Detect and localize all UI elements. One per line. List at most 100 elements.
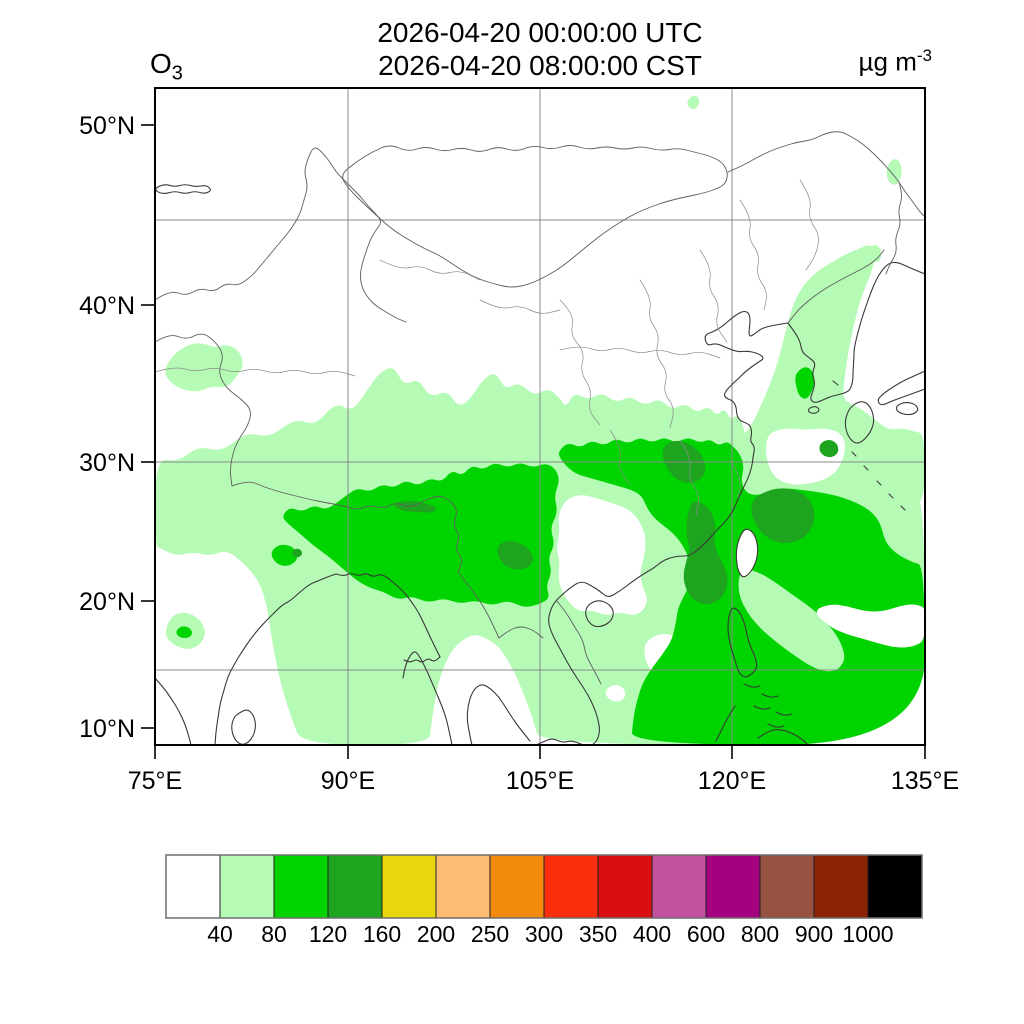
coast-myanmar (335, 573, 441, 658)
contour-80-120-west (283, 463, 559, 607)
coast-visayas-1 (743, 683, 761, 688)
colorbar-cell (543, 854, 599, 919)
contour-40-80-top-dot (687, 95, 700, 109)
hole-below-40-guangxi (557, 495, 647, 615)
province-10 (739, 199, 767, 311)
coast-gulf-thailand (466, 684, 531, 745)
contour-120-160-ryukyu-dot (819, 440, 839, 457)
hole-below-40-philippine-sea (816, 604, 925, 648)
colorbar-label: 900 (795, 921, 833, 947)
colorbar-label: 1000 (842, 921, 893, 947)
species-subscript: 3 (171, 62, 183, 85)
title-utc: 2026-04-20 00:00:00 UTC (377, 17, 703, 48)
colorbar-cell (651, 854, 707, 919)
coast-jeju (807, 406, 820, 414)
coast-tsushima (832, 380, 839, 386)
coast-visayas-5 (767, 723, 785, 728)
coast-hainan (585, 600, 614, 628)
colorbar-label: 160 (363, 921, 401, 947)
contour-120-160-himalaya-sliver (394, 500, 437, 513)
coast-shikoku (895, 402, 919, 416)
coast-ryukyu-4 (888, 493, 894, 499)
coast-visayas-4 (775, 711, 793, 716)
coast-visayas-3 (753, 705, 771, 710)
coast-sri-lanka (231, 709, 256, 745)
colorbar-cell (327, 854, 383, 919)
lat-tick-label: 40°N (79, 292, 135, 320)
coast-palawan (715, 705, 736, 742)
border-laos (498, 626, 544, 639)
island-taiwan-interior (736, 529, 758, 577)
coast-irrawaddy-delta (403, 656, 441, 663)
border-vietnam-laos (555, 599, 602, 685)
coast-ryukyu-5 (900, 505, 906, 511)
lon-tick-label: 90°E (321, 767, 375, 795)
contour-80-120-bihar-blob (271, 544, 298, 566)
coast-taiwan (735, 528, 759, 578)
coast-kyushu (844, 401, 875, 444)
title-cst: 2026-04-20 08:00:00 CST (378, 50, 702, 81)
species-label: O3 (150, 48, 183, 85)
coast-malay-peninsula (402, 651, 453, 745)
coast-ryukyu-1 (851, 451, 857, 457)
province-2 (639, 279, 674, 429)
border-kazakh-xinjiang (155, 147, 407, 323)
colorbar-cell (759, 854, 815, 919)
overlay-40-80-luzon-corridor (738, 569, 845, 672)
border-myanmar-china (457, 571, 500, 639)
contour-40-80-ne-blob (886, 159, 902, 185)
contour-40-80-tibet-west (165, 343, 243, 392)
coast-korea (787, 261, 925, 403)
border-mongolia (342, 145, 728, 288)
contour-120-160-east-taiwan (751, 488, 815, 543)
colorbar-cell (381, 854, 437, 919)
colorbar-cell (273, 854, 329, 919)
province-5 (679, 439, 699, 516)
border-ussuri (885, 181, 902, 275)
lon-tick-label: 75°E (128, 767, 182, 795)
contour-120-160-fujian-strip (683, 501, 728, 604)
lat-tick-label: 30°N (79, 449, 135, 477)
colorbar-label: 80 (261, 921, 287, 947)
coast-vietnam (548, 593, 600, 745)
lon-tick-label: 120°E (698, 767, 766, 795)
coast-china-east (562, 310, 789, 597)
border-himalaya (231, 481, 462, 573)
colorbar-label: 350 (579, 921, 617, 947)
province-9 (379, 259, 481, 281)
contour-120-160-yunnan (497, 541, 533, 570)
coast-india-west (155, 677, 192, 745)
contour-120-160-bihar-dot (292, 548, 302, 558)
colorbar-cell (435, 854, 491, 919)
contour-80-120-korea-coast (795, 367, 815, 399)
border-tibet-province (155, 367, 356, 377)
coast-india-east (214, 573, 337, 745)
colorbar-label: 600 (687, 921, 725, 947)
coast-luzon (727, 607, 758, 678)
coast-mindanao (757, 729, 809, 745)
colorbar-label: 40 (207, 921, 233, 947)
province-3 (699, 249, 728, 343)
province-7 (559, 346, 721, 359)
lat-tick-label: 20°N (79, 588, 135, 616)
lat-tick-label: 10°N (79, 715, 135, 743)
colorbar-label: 300 (525, 921, 563, 947)
colorbar-frame (165, 854, 923, 919)
coast-honshu (877, 370, 925, 406)
plot-title: 2026-04-20 00:00:00 UTC 2026-04-20 08:00… (0, 16, 1024, 82)
border-amur (727, 131, 925, 218)
colorbar-label: 120 (309, 921, 347, 947)
colorbar-label: 250 (471, 921, 509, 947)
border-kashmir (155, 333, 251, 487)
colorbar-cell (705, 854, 761, 919)
colorbar-label: 200 (417, 921, 455, 947)
lon-tick-label: 135°E (891, 767, 959, 795)
lake-balkhash (155, 184, 211, 194)
units-label: µg m-3 (858, 46, 932, 77)
colorbar-cell (489, 854, 545, 919)
colorbar-cell (867, 854, 923, 919)
province-8 (479, 299, 561, 314)
lat-tick-label: 50°N (79, 112, 135, 140)
